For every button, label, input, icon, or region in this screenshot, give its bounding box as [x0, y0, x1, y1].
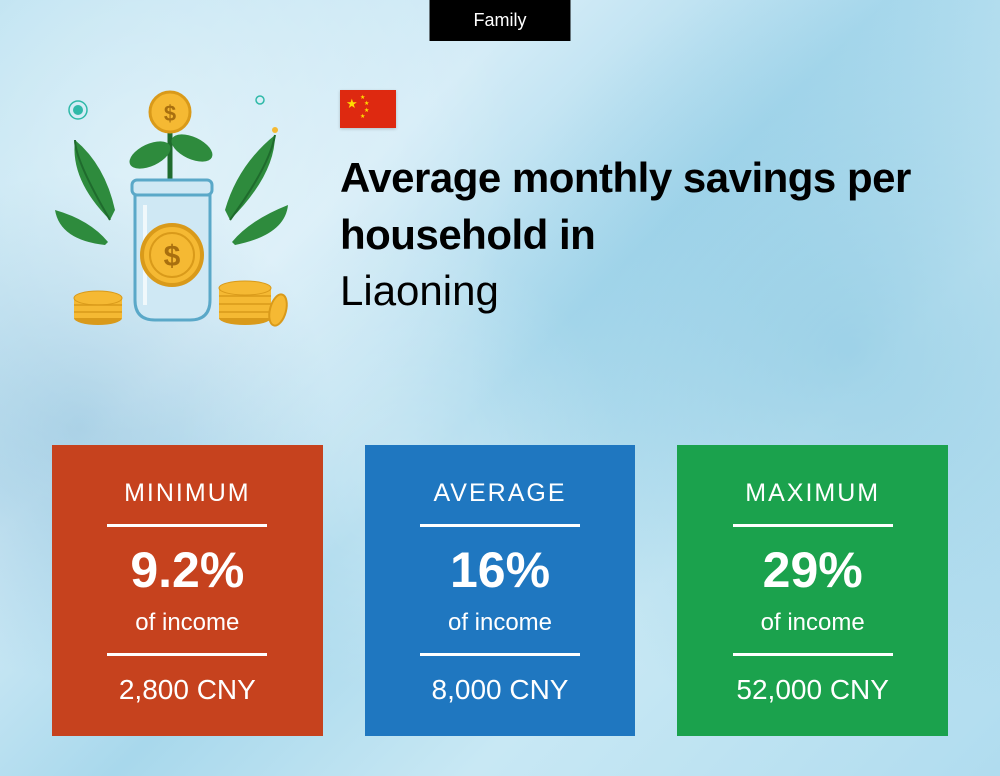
card-sub: of income [448, 609, 552, 637]
card-divider [733, 653, 893, 656]
china-flag-icon: ★ ★ ★ ★ ★ [340, 90, 396, 128]
category-badge: Family [430, 0, 571, 41]
card-amount: 52,000 CNY [736, 674, 889, 706]
card-label: AVERAGE [433, 479, 566, 508]
stat-card-minimum: MINIMUM 9.2% of income 2,800 CNY [52, 445, 323, 736]
card-sub: of income [135, 609, 239, 637]
svg-text:$: $ [164, 240, 181, 273]
card-divider [107, 653, 267, 656]
title-main: Average monthly savings per household in [340, 150, 970, 263]
card-percent: 16% [450, 545, 550, 595]
page-title: Average monthly savings per household in… [340, 150, 970, 315]
card-label: MINIMUM [124, 479, 250, 508]
card-amount: 8,000 CNY [432, 674, 569, 706]
card-divider [420, 524, 580, 527]
card-percent: 9.2% [130, 545, 244, 595]
title-region: Liaoning [340, 267, 970, 315]
card-divider [733, 524, 893, 527]
card-amount: 2,800 CNY [119, 674, 256, 706]
card-percent: 29% [763, 545, 863, 595]
stat-cards-row: MINIMUM 9.2% of income 2,800 CNY AVERAGE… [52, 445, 948, 736]
stat-card-maximum: MAXIMUM 29% of income 52,000 CNY [677, 445, 948, 736]
card-label: MAXIMUM [745, 479, 880, 508]
card-divider [420, 653, 580, 656]
svg-text:$: $ [164, 101, 176, 126]
savings-jar-illustration: $ $ [50, 70, 300, 330]
jar-plant-coins-icon: $ $ [50, 70, 300, 330]
stat-card-average: AVERAGE 16% of income 8,000 CNY [365, 445, 636, 736]
card-divider [107, 524, 267, 527]
card-sub: of income [761, 609, 865, 637]
